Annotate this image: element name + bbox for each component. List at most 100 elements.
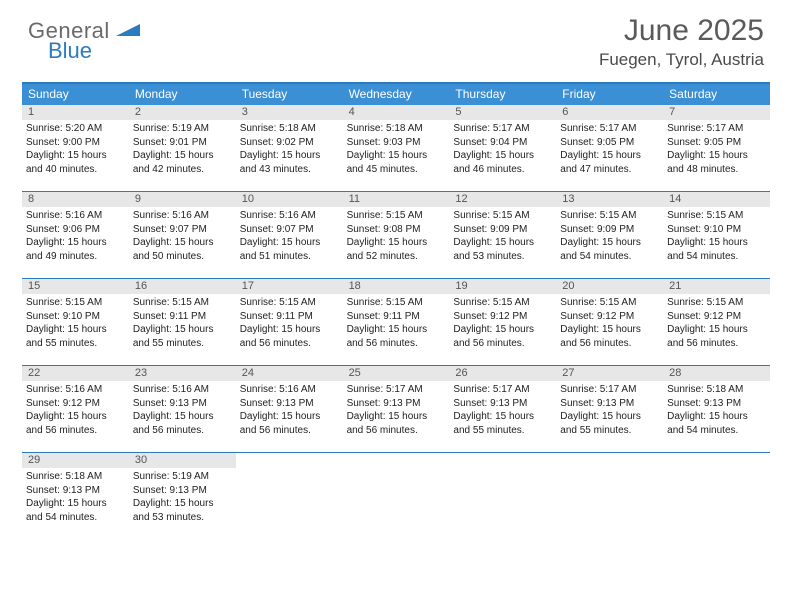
day-details: Sunrise: 5:15 AMSunset: 9:10 PMDaylight:… bbox=[667, 209, 766, 263]
day-number: 11 bbox=[343, 192, 450, 207]
day-details: Sunrise: 5:15 AMSunset: 9:12 PMDaylight:… bbox=[667, 296, 766, 350]
calendar: SundayMondayTuesdayWednesdayThursdayFrid… bbox=[22, 82, 770, 539]
week-row: 1 Sunrise: 5:20 AMSunset: 9:00 PMDaylight… bbox=[22, 105, 770, 192]
day-cell: 12Sunrise: 5:15 AMSunset: 9:09 PMDayligh… bbox=[449, 192, 556, 278]
day-cell: 4 Sunrise: 5:18 AMSunset: 9:03 PMDaylight… bbox=[343, 105, 450, 191]
day-cell: 7Sunrise: 5:17 AMSunset: 9:05 PMDaylight… bbox=[663, 105, 770, 191]
day-cell bbox=[449, 453, 556, 539]
day-number: 20 bbox=[556, 279, 663, 294]
day-details: Sunrise: 5:20 AMSunset: 9:00 PMDaylight:… bbox=[26, 122, 125, 176]
day-cell: 15Sunrise: 5:15 AMSunset: 9:10 PMDayligh… bbox=[22, 279, 129, 365]
day-number: 27 bbox=[556, 366, 663, 381]
day-cell: 14 Sunrise: 5:15 AMSunset: 9:10 PMDayligh… bbox=[663, 192, 770, 278]
day-cell: 10Sunrise: 5:16 AMSunset: 9:07 PMDayligh… bbox=[236, 192, 343, 278]
day-details: Sunrise: 5:15 AMSunset: 9:11 PMDaylight:… bbox=[240, 296, 339, 350]
day-cell: 18Sunrise: 5:15 AMSunset: 9:11 PMDayligh… bbox=[343, 279, 450, 365]
logo-triangle-icon bbox=[116, 22, 142, 43]
day-cell: 24 Sunrise: 5:16 AMSunset: 9:13 PMDayligh… bbox=[236, 366, 343, 452]
week-row: 8 Sunrise: 5:16 AMSunset: 9:06 PMDaylight… bbox=[22, 192, 770, 279]
day-details: Sunrise: 5:18 AMSunset: 9:03 PMDaylight:… bbox=[347, 122, 446, 176]
day-details: Sunrise: 5:17 AMSunset: 9:13 PMDaylight:… bbox=[560, 383, 659, 437]
day-cell: 27 Sunrise: 5:17 AMSunset: 9:13 PMDayligh… bbox=[556, 366, 663, 452]
day-number: 1 bbox=[22, 105, 129, 120]
day-details: Sunrise: 5:16 AMSunset: 9:13 PMDaylight:… bbox=[240, 383, 339, 437]
day-number: 24 bbox=[236, 366, 343, 381]
day-number: 22 bbox=[22, 366, 129, 381]
day-details: Sunrise: 5:17 AMSunset: 9:05 PMDaylight:… bbox=[560, 122, 659, 176]
day-details: Sunrise: 5:15 AMSunset: 9:12 PMDaylight:… bbox=[453, 296, 552, 350]
day-header-monday: Monday bbox=[129, 84, 236, 105]
day-cell: 9Sunrise: 5:16 AMSunset: 9:07 PMDaylight… bbox=[129, 192, 236, 278]
month-title: June 2025 bbox=[599, 14, 764, 48]
week-row: 29Sunrise: 5:18 AMSunset: 9:13 PMDayligh… bbox=[22, 453, 770, 539]
day-cell: 29Sunrise: 5:18 AMSunset: 9:13 PMDayligh… bbox=[22, 453, 129, 539]
day-number: 17 bbox=[236, 279, 343, 294]
day-number: 8 bbox=[22, 192, 129, 207]
day-cell: 22 Sunrise: 5:16 AMSunset: 9:12 PMDayligh… bbox=[22, 366, 129, 452]
day-header-saturday: Saturday bbox=[663, 84, 770, 105]
day-details: Sunrise: 5:15 AMSunset: 9:10 PMDaylight:… bbox=[26, 296, 125, 350]
location-text: Fuegen, Tyrol, Austria bbox=[599, 50, 764, 70]
day-headers-row: SundayMondayTuesdayWednesdayThursdayFrid… bbox=[22, 84, 770, 105]
day-number: 26 bbox=[449, 366, 556, 381]
day-cell: 2 Sunrise: 5:19 AMSunset: 9:01 PMDaylight… bbox=[129, 105, 236, 191]
day-number: 28 bbox=[663, 366, 770, 381]
day-number: 5 bbox=[449, 105, 556, 120]
day-cell: 28 Sunrise: 5:18 AMSunset: 9:13 PMDayligh… bbox=[663, 366, 770, 452]
day-cell: 8 Sunrise: 5:16 AMSunset: 9:06 PMDaylight… bbox=[22, 192, 129, 278]
day-cell: 30 Sunrise: 5:19 AMSunset: 9:13 PMDayligh… bbox=[129, 453, 236, 539]
day-header-friday: Friday bbox=[556, 84, 663, 105]
day-number: 6 bbox=[556, 105, 663, 120]
day-details: Sunrise: 5:16 AMSunset: 9:13 PMDaylight:… bbox=[133, 383, 232, 437]
day-details: Sunrise: 5:15 AMSunset: 9:09 PMDaylight:… bbox=[453, 209, 552, 263]
day-details: Sunrise: 5:16 AMSunset: 9:06 PMDaylight:… bbox=[26, 209, 125, 263]
day-details: Sunrise: 5:15 AMSunset: 9:09 PMDaylight:… bbox=[560, 209, 659, 263]
day-details: Sunrise: 5:19 AMSunset: 9:01 PMDaylight:… bbox=[133, 122, 232, 176]
day-number: 25 bbox=[343, 366, 450, 381]
day-cell: 17 Sunrise: 5:15 AMSunset: 9:11 PMDayligh… bbox=[236, 279, 343, 365]
day-details: Sunrise: 5:15 AMSunset: 9:08 PMDaylight:… bbox=[347, 209, 446, 263]
day-number: 16 bbox=[129, 279, 236, 294]
day-details: Sunrise: 5:15 AMSunset: 9:11 PMDaylight:… bbox=[133, 296, 232, 350]
day-cell bbox=[556, 453, 663, 539]
day-details: Sunrise: 5:16 AMSunset: 9:12 PMDaylight:… bbox=[26, 383, 125, 437]
day-cell: 23 Sunrise: 5:16 AMSunset: 9:13 PMDayligh… bbox=[129, 366, 236, 452]
day-number: 7 bbox=[663, 105, 770, 120]
day-details: Sunrise: 5:18 AMSunset: 9:02 PMDaylight:… bbox=[240, 122, 339, 176]
day-number: 30 bbox=[129, 453, 236, 468]
day-number: 14 bbox=[663, 192, 770, 207]
day-number: 3 bbox=[236, 105, 343, 120]
day-cell: 6 Sunrise: 5:17 AMSunset: 9:05 PMDaylight… bbox=[556, 105, 663, 191]
day-cell: 5 Sunrise: 5:17 AMSunset: 9:04 PMDaylight… bbox=[449, 105, 556, 191]
day-cell: 21Sunrise: 5:15 AMSunset: 9:12 PMDayligh… bbox=[663, 279, 770, 365]
day-cell bbox=[236, 453, 343, 539]
day-details: Sunrise: 5:18 AMSunset: 9:13 PMDaylight:… bbox=[667, 383, 766, 437]
day-number: 4 bbox=[343, 105, 450, 120]
day-cell: 26Sunrise: 5:17 AMSunset: 9:13 PMDayligh… bbox=[449, 366, 556, 452]
day-header-sunday: Sunday bbox=[22, 84, 129, 105]
title-block: June 2025 Fuegen, Tyrol, Austria bbox=[599, 14, 764, 70]
day-cell: 1 Sunrise: 5:20 AMSunset: 9:00 PMDaylight… bbox=[22, 105, 129, 191]
day-cell: 25 Sunrise: 5:17 AMSunset: 9:13 PMDayligh… bbox=[343, 366, 450, 452]
page-header: General Blue June 2025 Fuegen, Tyrol, Au… bbox=[0, 0, 792, 74]
day-details: Sunrise: 5:19 AMSunset: 9:13 PMDaylight:… bbox=[133, 470, 232, 524]
day-details: Sunrise: 5:17 AMSunset: 9:13 PMDaylight:… bbox=[347, 383, 446, 437]
day-cell: 16 Sunrise: 5:15 AMSunset: 9:11 PMDayligh… bbox=[129, 279, 236, 365]
logo: General Blue bbox=[28, 18, 142, 64]
week-row: 22 Sunrise: 5:16 AMSunset: 9:12 PMDayligh… bbox=[22, 366, 770, 453]
day-header-thursday: Thursday bbox=[449, 84, 556, 105]
day-details: Sunrise: 5:17 AMSunset: 9:04 PMDaylight:… bbox=[453, 122, 552, 176]
week-row: 15Sunrise: 5:15 AMSunset: 9:10 PMDayligh… bbox=[22, 279, 770, 366]
day-cell: 19 Sunrise: 5:15 AMSunset: 9:12 PMDayligh… bbox=[449, 279, 556, 365]
day-cell bbox=[663, 453, 770, 539]
day-number: 2 bbox=[129, 105, 236, 120]
day-details: Sunrise: 5:16 AMSunset: 9:07 PMDaylight:… bbox=[133, 209, 232, 263]
day-header-tuesday: Tuesday bbox=[236, 84, 343, 105]
day-cell: 20Sunrise: 5:15 AMSunset: 9:12 PMDayligh… bbox=[556, 279, 663, 365]
day-cell: 13Sunrise: 5:15 AMSunset: 9:09 PMDayligh… bbox=[556, 192, 663, 278]
day-details: Sunrise: 5:18 AMSunset: 9:13 PMDaylight:… bbox=[26, 470, 125, 524]
day-details: Sunrise: 5:15 AMSunset: 9:11 PMDaylight:… bbox=[347, 296, 446, 350]
day-number: 23 bbox=[129, 366, 236, 381]
day-number: 19 bbox=[449, 279, 556, 294]
day-cell bbox=[343, 453, 450, 539]
